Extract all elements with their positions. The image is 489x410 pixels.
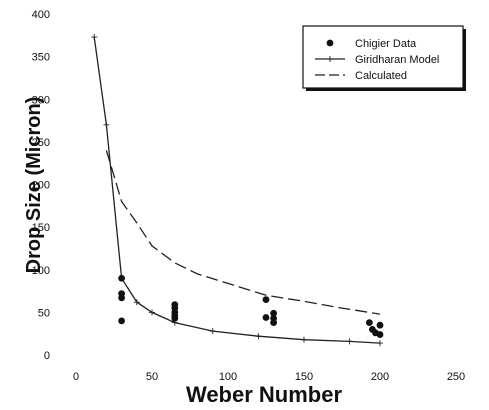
legend-symbol — [327, 56, 333, 62]
model-point — [301, 336, 307, 343]
legend-box — [302, 25, 464, 89]
legend: Chigier Data Giridharan Model Calculated — [302, 25, 466, 91]
data-point — [262, 314, 270, 321]
data-point — [270, 309, 277, 317]
model-point — [346, 338, 353, 345]
y-tick-label: 100 — [32, 265, 50, 277]
model-point — [149, 309, 155, 316]
legend-label: Giridharan Model — [355, 54, 439, 66]
y-tick-label: 150 — [32, 222, 50, 234]
x-tick-label: 0 — [73, 371, 79, 383]
model-point — [255, 333, 262, 340]
y-tick-label: 350 — [32, 52, 50, 64]
legend-label: Calculated — [355, 70, 407, 82]
x-tick-label: 250 — [447, 371, 465, 383]
x-tick-label: 200 — [371, 371, 389, 383]
model-point — [133, 299, 140, 306]
model-point — [103, 121, 110, 128]
x-tick-label: 150 — [295, 371, 313, 383]
data-point — [118, 294, 125, 302]
series-layer — [91, 34, 384, 347]
y-axis-title: Drop Size (Micron) — [23, 97, 45, 274]
series-line-calculated — [105, 150, 381, 315]
y-tick-label: 250 — [32, 137, 50, 149]
data-point — [376, 331, 384, 338]
model-point — [377, 340, 383, 347]
data-point — [376, 321, 384, 329]
legend-label: Chigier Data — [355, 38, 417, 50]
y-tick-label: 300 — [32, 94, 50, 106]
data-point — [171, 314, 179, 322]
y-tick-label: 50 — [38, 307, 50, 319]
data-point — [270, 319, 277, 327]
y-tick-label: 200 — [32, 180, 50, 192]
y-tick-label: 400 — [32, 9, 50, 21]
data-point — [118, 317, 125, 325]
model-point — [209, 328, 216, 335]
data-point — [262, 296, 270, 303]
model-point — [91, 34, 98, 41]
legend-symbol — [326, 39, 334, 47]
data-point — [365, 319, 373, 327]
x-tick-label: 50 — [146, 371, 158, 383]
x-axis-title: Weber Number — [186, 382, 343, 407]
axes: 0 50 100 150 200 250 300 350 400 0 50 100 150 200 250 — [32, 9, 466, 383]
data-point — [118, 274, 125, 282]
x-tick-label: 100 — [219, 371, 237, 383]
y-tick-label: 0 — [44, 350, 50, 362]
